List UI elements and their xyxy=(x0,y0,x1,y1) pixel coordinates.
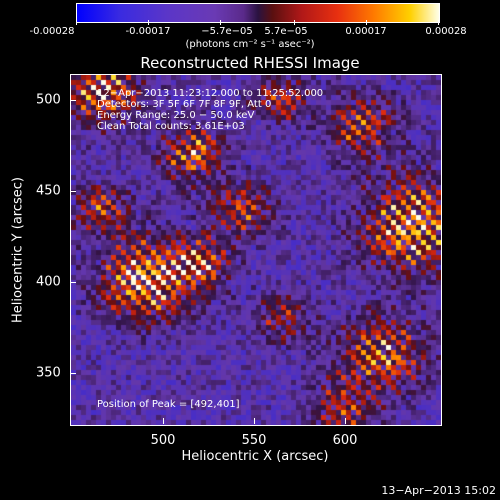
y-tick-mark xyxy=(70,373,76,374)
x-tick-label: 550 xyxy=(241,433,267,448)
colorbar xyxy=(76,3,440,23)
colorbar-tick-mark xyxy=(366,20,367,25)
datestamp: 13−Apr−2013 15:02 xyxy=(381,484,496,497)
x-tick-mark xyxy=(345,418,346,424)
colorbar-tick-label: 5.7e−05 xyxy=(264,26,308,37)
x-tick-label: 600 xyxy=(332,433,358,448)
y-axis-label: Heliocentric Y (arcsec) xyxy=(10,177,26,323)
colorbar-tick-label: 0.00028 xyxy=(425,26,467,37)
annotation-detectors: Detectors: 3F 5F 6F 7F 8F 9F, Att 0 xyxy=(97,99,272,110)
colorbar-tick-mark xyxy=(294,20,295,25)
plot-title: Reconstructed RHESSI Image xyxy=(140,54,360,72)
colorbar-tick-mark xyxy=(76,20,77,25)
x-tick-label: 500 xyxy=(150,433,176,448)
colorbar-tick-label: −5.7e−05 xyxy=(201,26,253,37)
colorbar-tick-label: 0.00017 xyxy=(345,26,387,37)
peak-position-label: Position of Peak = [492,401] xyxy=(97,399,240,410)
x-axis-label: Heliocentric X (arcsec) xyxy=(181,449,329,464)
heatmap-image xyxy=(71,75,441,425)
colorbar-tick-mark xyxy=(220,20,221,25)
colorbar-units: (photons cm⁻² s⁻¹ asec⁻²) xyxy=(185,39,315,50)
colorbar-tick-mark xyxy=(148,20,149,25)
y-tick-label: 500 xyxy=(36,92,61,108)
y-tick-mark xyxy=(70,191,76,192)
annotation-total-counts: Clean Total counts: 3.61E+03 xyxy=(97,121,245,132)
y-tick-mark xyxy=(70,282,76,283)
y-tick-label: 350 xyxy=(36,365,61,381)
y-tick-label: 400 xyxy=(36,274,61,290)
annotation-time-range: 12−Apr−2013 11:23:12.000 to 11:25:52.000 xyxy=(97,88,324,99)
colorbar-tick-mark xyxy=(438,20,439,25)
x-tick-mark xyxy=(254,418,255,424)
y-tick-mark xyxy=(70,100,76,101)
image-plot-area: 12−Apr−2013 11:23:12.000 to 11:25:52.000… xyxy=(70,74,442,426)
x-tick-mark xyxy=(163,418,164,424)
colorbar-tick-label: -0.00017 xyxy=(125,26,171,37)
colorbar-tick-label: -0.00028 xyxy=(29,26,75,37)
annotation-energy-range: Energy Range: 25.0 − 50.0 keV xyxy=(97,110,255,121)
y-tick-label: 450 xyxy=(36,183,61,199)
